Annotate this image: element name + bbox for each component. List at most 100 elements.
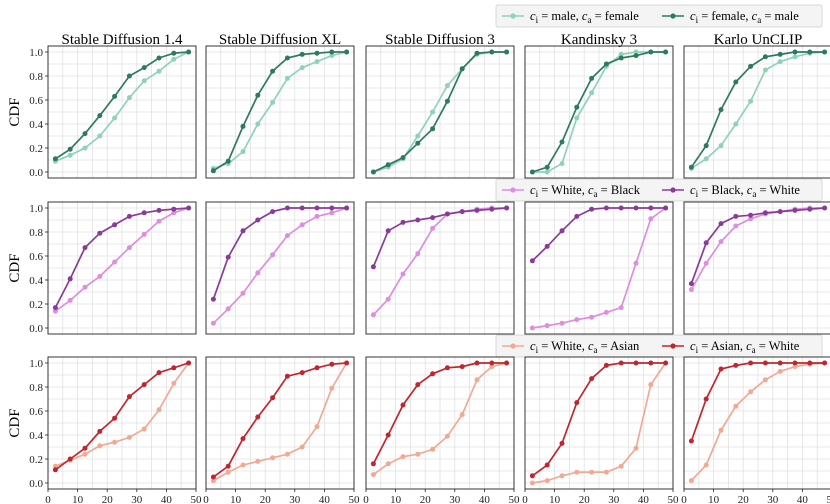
data-point xyxy=(255,121,261,127)
data-point xyxy=(370,264,376,270)
data-point xyxy=(459,364,465,370)
legend-marker xyxy=(510,13,516,19)
data-point xyxy=(792,207,798,213)
data-point xyxy=(171,210,177,216)
data-point xyxy=(270,455,276,461)
data-point xyxy=(474,360,480,366)
data-point xyxy=(544,169,550,175)
panel-stable-diffusion-xl-row-2 xyxy=(205,201,355,335)
data-point xyxy=(430,446,436,452)
panel-stable-diffusion-1-4-row-2: 0.0 0.2 0.4 0.6 0.8 1.0 xyxy=(29,201,197,335)
data-point xyxy=(82,245,88,251)
data-point xyxy=(415,382,421,388)
data-point xyxy=(544,164,550,170)
data-point xyxy=(633,360,639,366)
series-line-c-i-asian-c-a-white xyxy=(531,362,666,477)
data-point xyxy=(777,360,783,366)
series-line-c-i-female-c-a-male xyxy=(212,51,347,172)
data-point xyxy=(703,260,709,266)
panel-title-stable-diffusion-3: Stable Diffusion 3 xyxy=(385,32,495,48)
legend-label-c-i-female-c-a-male: ci = female, ca = male xyxy=(690,9,799,25)
data-point xyxy=(284,373,290,379)
data-point xyxy=(385,228,391,234)
data-point xyxy=(748,212,754,218)
data-point xyxy=(225,254,231,260)
panel-stable-diffusion-1-4-row-1: 0.0 0.2 0.4 0.6 0.8 1.0 xyxy=(29,45,197,179)
data-point xyxy=(299,444,305,450)
data-point xyxy=(344,205,350,211)
data-point xyxy=(748,389,754,395)
y-tick-label: 0.4 xyxy=(29,275,43,287)
data-point xyxy=(370,472,376,478)
data-point xyxy=(688,438,694,444)
data-point xyxy=(126,73,132,79)
data-point xyxy=(240,123,246,129)
data-point xyxy=(444,365,450,371)
data-point xyxy=(777,59,783,65)
series-line-c-i-male-c-a-female xyxy=(532,51,666,173)
series-line-c-i-male-c-a-female xyxy=(213,51,347,170)
x-tick-label: 40 xyxy=(638,494,650,504)
data-point xyxy=(733,121,739,127)
series-line-c-i-white-c-a-asian xyxy=(372,362,507,476)
x-tick-label: 20 xyxy=(102,494,114,504)
y-tick-label: 0.2 xyxy=(29,143,43,155)
data-point xyxy=(240,436,246,442)
data-point xyxy=(589,376,595,382)
data-point xyxy=(633,260,639,266)
data-point xyxy=(718,366,724,372)
data-point xyxy=(82,445,88,451)
panel-frame xyxy=(47,201,197,335)
legend: ci = White, ca = Black ci = Black, ca = W… xyxy=(495,178,823,202)
data-point xyxy=(792,49,798,55)
series-line-c-i-white-c-a-asian xyxy=(55,362,190,467)
x-tick-label: 20 xyxy=(579,494,591,504)
data-point xyxy=(574,115,580,121)
series-line-c-i-black-c-a-white xyxy=(212,207,347,300)
panel-frame xyxy=(365,45,515,179)
y-tick-label: 0.0 xyxy=(29,167,43,179)
data-point xyxy=(97,230,103,236)
data-point xyxy=(171,206,177,212)
panel-stable-diffusion-3-row-2 xyxy=(365,201,515,335)
data-point xyxy=(255,270,261,276)
x-tick-label: 50 xyxy=(349,494,361,504)
panel-title-karlo-unclip: Karlo UnCLIP xyxy=(714,32,803,48)
data-point xyxy=(792,360,798,366)
y-tick-label: 0.6 xyxy=(29,406,43,418)
data-point xyxy=(544,243,550,249)
data-point xyxy=(633,205,639,211)
data-point xyxy=(385,432,391,438)
data-point xyxy=(822,205,828,211)
data-point xyxy=(733,79,739,85)
data-point xyxy=(67,297,73,303)
data-point xyxy=(415,251,421,257)
data-point xyxy=(633,49,639,55)
legend-marker xyxy=(510,187,516,193)
data-point xyxy=(474,207,480,213)
data-point xyxy=(126,434,132,440)
data-point xyxy=(559,139,565,145)
panel-frame xyxy=(47,45,197,179)
y-tick-label: 0.8 xyxy=(29,227,43,239)
data-point xyxy=(329,49,335,55)
data-point xyxy=(97,113,103,119)
x-tick-label: 20 xyxy=(738,494,750,504)
series-line-c-i-white-c-a-black xyxy=(690,207,825,291)
panel-kandinsky-3-row-2 xyxy=(524,201,674,335)
legend-label-c-i-white-c-a-asian: ci = White, ca = Asian xyxy=(530,339,640,355)
data-point xyxy=(777,209,783,215)
data-point xyxy=(186,205,192,211)
data-point xyxy=(141,231,147,237)
data-point xyxy=(633,445,639,451)
data-point xyxy=(415,140,421,146)
data-point xyxy=(589,469,595,475)
legend-marker xyxy=(510,343,516,349)
data-point xyxy=(444,433,450,439)
data-point xyxy=(444,211,450,217)
data-point xyxy=(299,222,305,228)
panel-stable-diffusion-xl-row-1 xyxy=(205,45,355,179)
data-point xyxy=(385,162,391,168)
series-line-c-i-female-c-a-male xyxy=(373,51,507,173)
